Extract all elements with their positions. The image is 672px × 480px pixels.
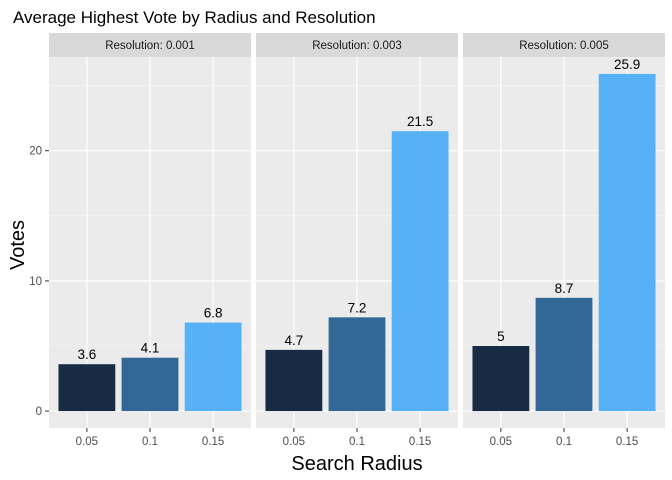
- bar-value-label: 7.2: [348, 300, 367, 315]
- facet-panels: Resolution: 0.0013.60.054.10.16.80.15Res…: [49, 33, 665, 448]
- bar: [328, 317, 386, 412]
- bar-value-label: 21.5: [407, 114, 433, 129]
- bar: [184, 322, 242, 412]
- chart-title: Average Highest Vote by Radius and Resol…: [13, 8, 376, 27]
- x-axis-title: Search Radius: [291, 453, 422, 475]
- x-tick-label: 0.05: [283, 436, 305, 448]
- bar: [472, 345, 530, 412]
- facet-panel: Resolution: 0.005 5 0.05 8.7 0.1 25.9 0.15: [463, 33, 665, 448]
- y-tick-label: 10: [29, 276, 42, 288]
- facet-strip: [463, 33, 665, 57]
- facet-strip-label: Resolution: 0.003: [312, 40, 402, 52]
- bar-value-label: 3.6: [77, 347, 96, 362]
- x-tick-label: 0.1: [556, 436, 572, 448]
- bar: [535, 297, 593, 412]
- facet-strip-label: Resolution: 0.005: [519, 40, 609, 52]
- y-tick-label: 20: [29, 146, 42, 158]
- x-tick-label: 0.15: [202, 436, 224, 448]
- bar-value-label: 8.7: [555, 281, 574, 296]
- bar: [121, 357, 179, 412]
- x-tick-label: 0.15: [616, 436, 638, 448]
- y-tick-label: 0: [36, 406, 42, 418]
- facet-strip: [49, 33, 251, 57]
- bar: [58, 364, 116, 412]
- facet-panel: Resolution: 0.003 4.7 0.05 7.2 0.1 21.5 0.15: [256, 33, 458, 448]
- bar: [265, 349, 323, 412]
- facet-panel: Resolution: 0.001 3.6 0.05 4.1 0.1 6.8 0.15: [49, 33, 251, 448]
- x-tick-label: 0.1: [142, 436, 158, 448]
- bar-value-label: 25.9: [614, 57, 640, 72]
- x-tick-label: 0.1: [349, 436, 365, 448]
- bar-value-label: 5: [497, 329, 505, 344]
- facet-strip: [256, 33, 458, 57]
- bar-value-label: 4.7: [284, 333, 303, 348]
- x-tick-label: 0.15: [409, 436, 431, 448]
- y-axis: 0 10 20: [29, 146, 49, 418]
- x-tick-label: 0.05: [490, 436, 512, 448]
- bar: [391, 131, 449, 412]
- bar-value-label: 6.8: [204, 306, 223, 321]
- y-axis-title: Votes: [7, 220, 29, 270]
- bar: [598, 73, 656, 412]
- bar-value-label: 4.1: [141, 341, 160, 356]
- facet-strip-label: Resolution: 0.001: [105, 40, 195, 52]
- x-tick-label: 0.05: [76, 436, 98, 448]
